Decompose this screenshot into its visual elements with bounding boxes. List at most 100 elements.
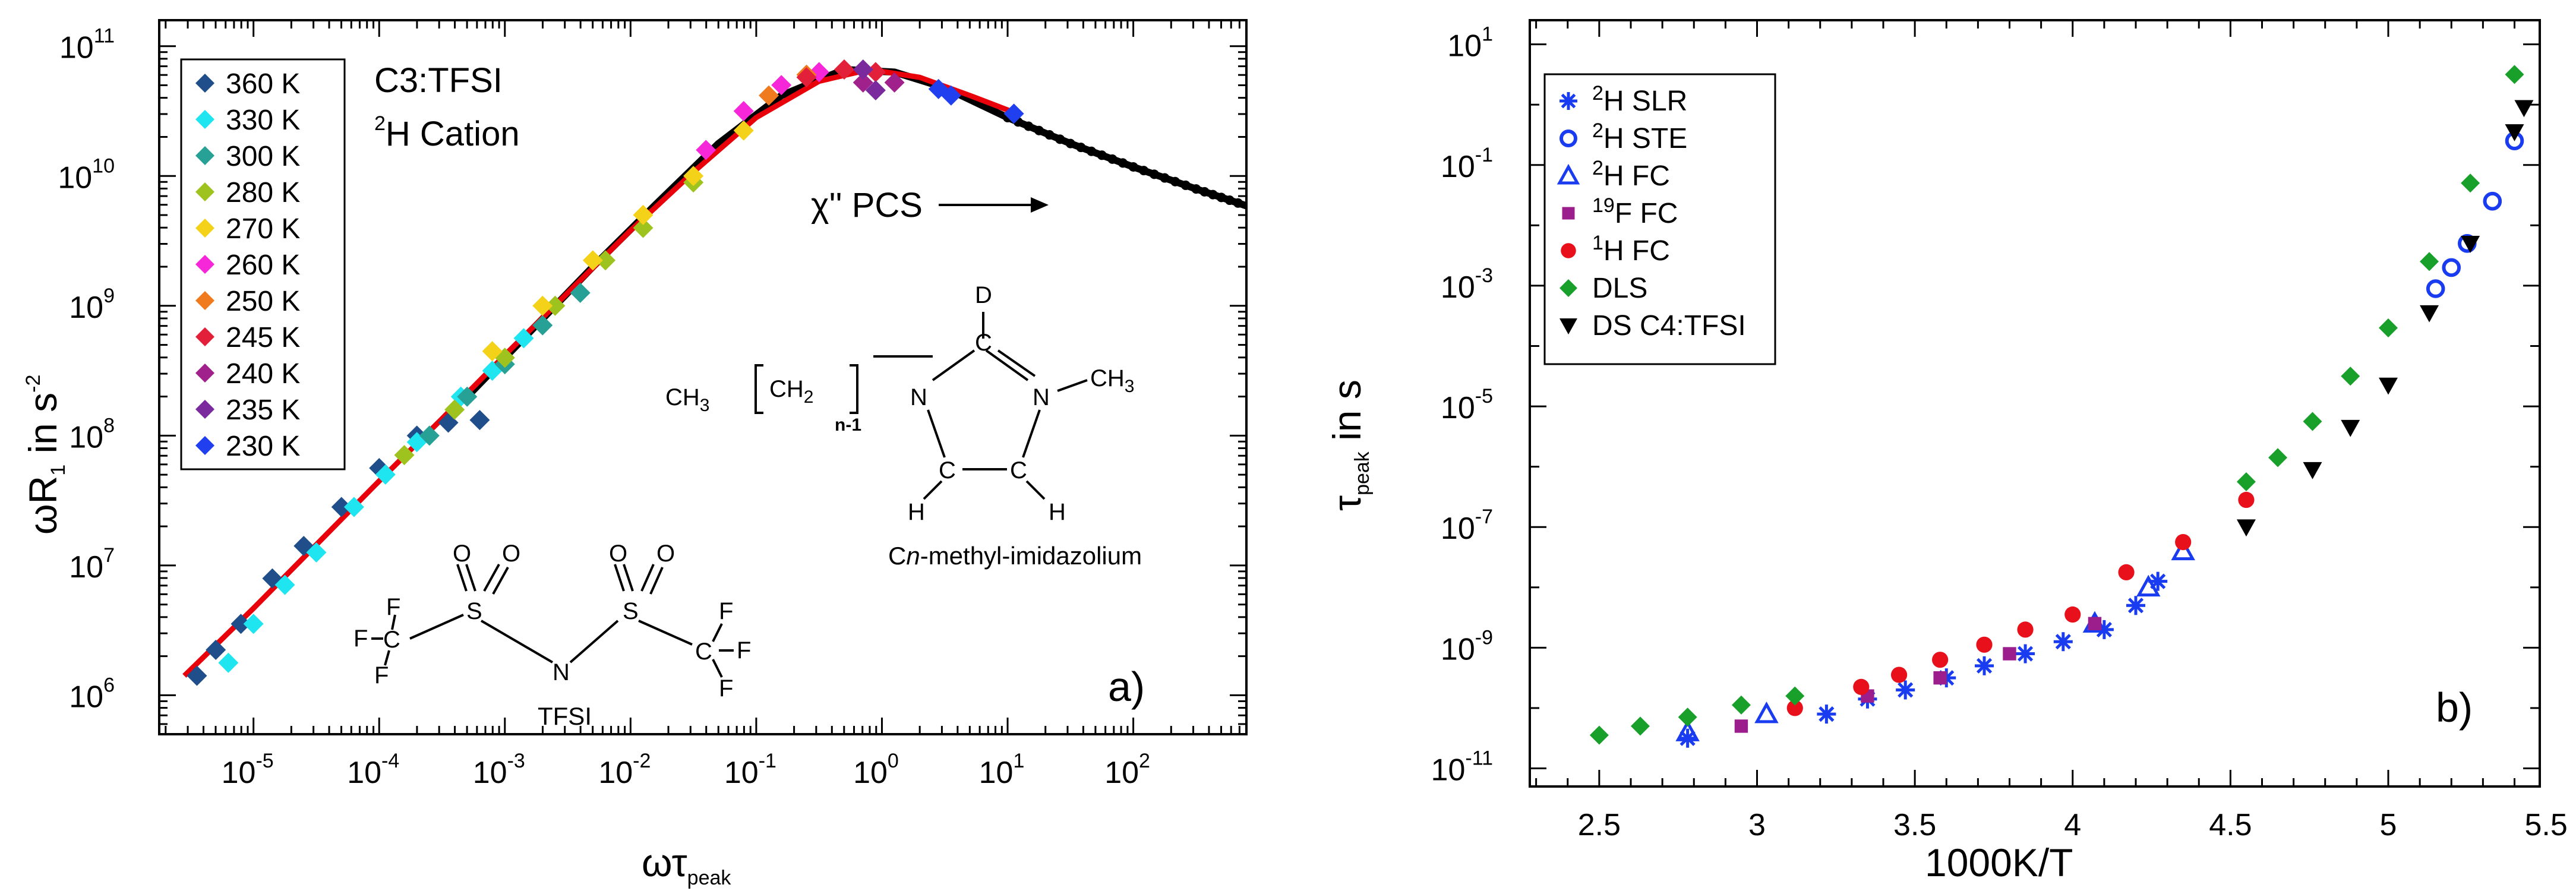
data-point-b <box>1678 707 1697 727</box>
legend-label-a: 330 K <box>226 105 300 136</box>
cation-c-left: C <box>939 457 956 484</box>
x-tick-label-b: 2.5 <box>1578 808 1621 842</box>
anion-f: F <box>374 662 389 688</box>
data-point-b <box>2016 644 2035 664</box>
data-point-a <box>595 250 616 271</box>
data-point-b <box>2442 258 2461 277</box>
legend-marker-b <box>1557 163 1580 185</box>
y-tick-label-b: 10-9 <box>1441 626 1493 666</box>
data-point-a <box>343 497 364 517</box>
anion-structure <box>371 564 734 678</box>
anion-bond <box>623 564 634 592</box>
anion-f: F <box>719 675 733 702</box>
data-point-b <box>2379 318 2398 338</box>
data-point-b <box>2420 305 2439 323</box>
y-tick-labels-b: 10-11 10-9 10-7 10-5 10-3 10-1 101 <box>1431 23 1493 788</box>
data-point-b <box>2341 419 2360 437</box>
axis-ticks-a <box>159 20 1246 734</box>
legend-label-a: 240 K <box>226 358 300 390</box>
data-point-b <box>1785 686 1805 706</box>
cation-n2: N <box>1033 384 1050 410</box>
legend-marker-a <box>195 182 214 201</box>
cation-labels: CH3 CH2 n-1 N C D N CH3 C C H H Cn-methy… <box>665 282 1142 570</box>
cation-bracket-left <box>755 364 763 414</box>
legend-label-a: 230 K <box>226 431 300 462</box>
legend-label-b: DLS <box>1592 273 1647 304</box>
data-point-b <box>1890 666 1908 683</box>
y-tick-label-b: 10-3 <box>1441 264 1493 305</box>
pcs-data-point <box>1117 158 1128 168</box>
x-tick-label-a: 10-4 <box>347 750 399 790</box>
data-point-b <box>1678 728 1697 748</box>
legend-label-a: 280 K <box>226 177 300 209</box>
data-point-b <box>1754 701 1779 724</box>
legend-label-a: 270 K <box>226 213 300 245</box>
data-point-b <box>2505 65 2524 84</box>
data-point-a <box>1003 103 1024 124</box>
data-point-b <box>2118 564 2135 581</box>
data-point-a <box>834 59 855 80</box>
data-point-a <box>853 72 873 93</box>
data-point-a <box>513 328 534 349</box>
data-point-b <box>2238 491 2255 508</box>
legend-marker-a <box>195 436 214 455</box>
cation-h-right: H <box>1049 499 1066 525</box>
pcs-data-point <box>1199 187 1210 197</box>
data-point-a <box>733 100 754 121</box>
data-point-b <box>2236 472 2256 492</box>
legend-marker-b <box>1560 92 1577 110</box>
x-tick-label-b: 5 <box>2380 808 2397 842</box>
data-point-b <box>2088 617 2102 630</box>
data-point-b <box>2148 571 2168 591</box>
anion-o: O <box>453 541 471 567</box>
x-tick-label-b: 4.5 <box>2209 808 2252 842</box>
anion-f: F <box>737 637 751 664</box>
data-point-a <box>218 652 239 673</box>
legend-label-b: DS C4:TFSI <box>1592 310 1746 342</box>
data-points-a <box>187 59 1024 686</box>
anion-bond <box>638 620 693 646</box>
legend-marker-a <box>195 400 214 419</box>
data-point-b <box>1896 680 1915 700</box>
cation-n-minus-1: n-1 <box>835 415 861 435</box>
panel-label-b: b) <box>2436 684 2473 731</box>
x-tick-label-a: 101 <box>979 750 1025 790</box>
cation-ring-bond <box>1022 409 1041 458</box>
legend-marker-a <box>195 364 214 383</box>
cation-ring-bond <box>985 349 1029 381</box>
panel-a: 10-5 10-4 10-3 10-2 10-1 100 101 102 1061071081… <box>21 19 1248 889</box>
data-point-a <box>375 464 396 485</box>
pcs-data-point <box>1208 189 1218 200</box>
anion-s: S <box>466 598 482 624</box>
legend-box-b <box>1543 73 1776 365</box>
chart-title-a: C3:TFSI <box>374 61 503 100</box>
data-point-a <box>469 410 490 431</box>
anion-c: C <box>383 627 400 653</box>
pcs-data-point <box>1160 173 1170 183</box>
cation-ring-bond <box>932 349 976 381</box>
anion-bond <box>712 659 723 678</box>
pcs-arrow-head <box>1031 197 1049 213</box>
data-point-b <box>1975 656 1994 675</box>
data-point-b <box>2136 574 2161 597</box>
data-point-b <box>2461 236 2480 253</box>
anion-f: F <box>353 626 368 652</box>
data-point-a <box>633 204 654 225</box>
data-point-b <box>2461 173 2480 193</box>
cation-ring-bond <box>927 409 946 458</box>
data-point-a <box>696 140 716 160</box>
anion-bond <box>649 567 664 595</box>
cation-ring-bond <box>997 349 1036 377</box>
cation-bond <box>1057 379 1088 392</box>
pcs-data-point <box>1216 192 1226 203</box>
pcs-data-point <box>1044 130 1055 140</box>
anion-bond <box>712 623 723 642</box>
data-point-a <box>683 166 704 187</box>
legend-label-a: 245 K <box>226 322 300 353</box>
x-tick-label-b: 4 <box>2064 808 2081 842</box>
pcs-data-point <box>1097 150 1107 160</box>
y-tick-label-b: 101 <box>1447 23 1493 64</box>
data-point-b <box>2053 632 2073 652</box>
anion-s: S <box>623 598 639 624</box>
